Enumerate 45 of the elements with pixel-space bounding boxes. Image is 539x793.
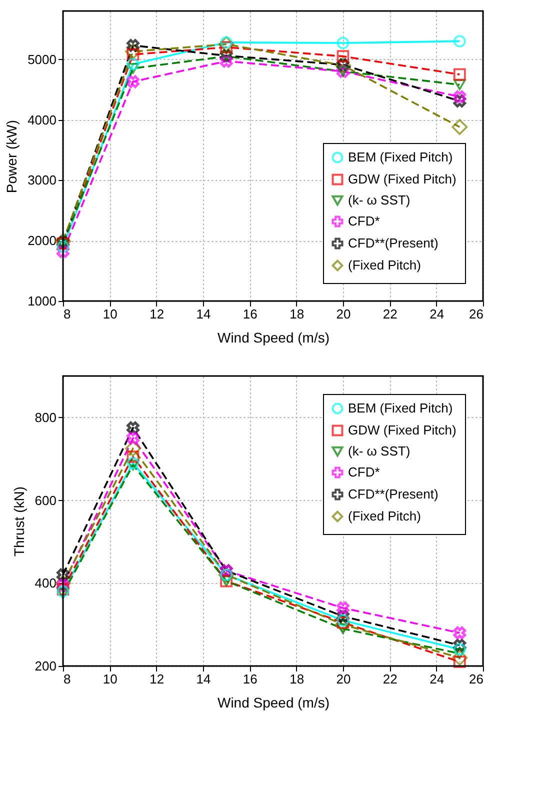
legend-label: CFD**(Present) xyxy=(348,236,438,250)
x-tick-label: 18 xyxy=(290,672,304,686)
legend-label: BEM (Fixed Pitch) xyxy=(348,400,453,416)
y-tick-label: 1000 xyxy=(28,294,56,308)
y-tick-label: 4000 xyxy=(28,112,56,128)
legend-label: (k- ω SST) xyxy=(348,192,410,208)
legend-label: (Fixed Pitch) xyxy=(348,508,421,524)
x-tick-label: 18 xyxy=(290,306,304,322)
y-tick-label: 200 xyxy=(34,658,56,674)
legend-label: (Fixed Pitch) xyxy=(348,258,421,272)
legend-label: GDW (Fixed Pitch) xyxy=(348,172,456,186)
x-tick-label: 24 xyxy=(430,306,444,322)
legend-label: (k- ω SST) xyxy=(348,444,410,458)
y-tick-label: 5000 xyxy=(28,52,56,67)
y-tick-label: 3000 xyxy=(28,172,56,188)
x-tick-label: 14 xyxy=(196,306,211,322)
y-tick-label: 400 xyxy=(34,576,56,591)
y-tick-label: 600 xyxy=(34,492,56,508)
x-axis-title: Wind Speed (m/s) xyxy=(217,330,330,346)
x-tick-label: 26 xyxy=(469,672,484,686)
x-tick-label: 20 xyxy=(336,306,351,322)
legend-label: CFD* xyxy=(348,464,380,480)
legend-label: BEM (Fixed Pitch) xyxy=(348,150,453,164)
x-tick-label: 8 xyxy=(64,672,71,686)
y-tick-label: 800 xyxy=(34,410,56,425)
x-tick-label: 20 xyxy=(336,672,351,686)
x-tick-label: 14 xyxy=(196,672,211,686)
x-tick-label: 10 xyxy=(102,306,118,322)
y-axis-title: Power (kW) xyxy=(4,120,20,194)
x-tick-label: 12 xyxy=(150,672,164,686)
x-tick-label: 22 xyxy=(382,672,398,686)
y-tick-label: 2000 xyxy=(28,233,56,248)
x-tick-label: 22 xyxy=(382,306,398,322)
y-axis-title: Thrust (kN) xyxy=(10,486,27,556)
x-tick-label: 24 xyxy=(430,672,444,686)
x-tick-label: 12 xyxy=(150,306,164,322)
x-tick-label: 26 xyxy=(469,306,484,322)
legend-label: CFD**(Present) xyxy=(348,486,438,502)
x-tick-label: 16 xyxy=(242,306,258,322)
x-tick-label: 10 xyxy=(102,672,118,686)
x-tick-label: 16 xyxy=(242,672,258,686)
legend-label: CFD* xyxy=(348,214,380,228)
legend-label: GDW (Fixed Pitch) xyxy=(348,422,456,438)
x-axis-title: Wind Speed (m/s) xyxy=(217,694,330,710)
x-tick-label: 8 xyxy=(64,306,71,322)
